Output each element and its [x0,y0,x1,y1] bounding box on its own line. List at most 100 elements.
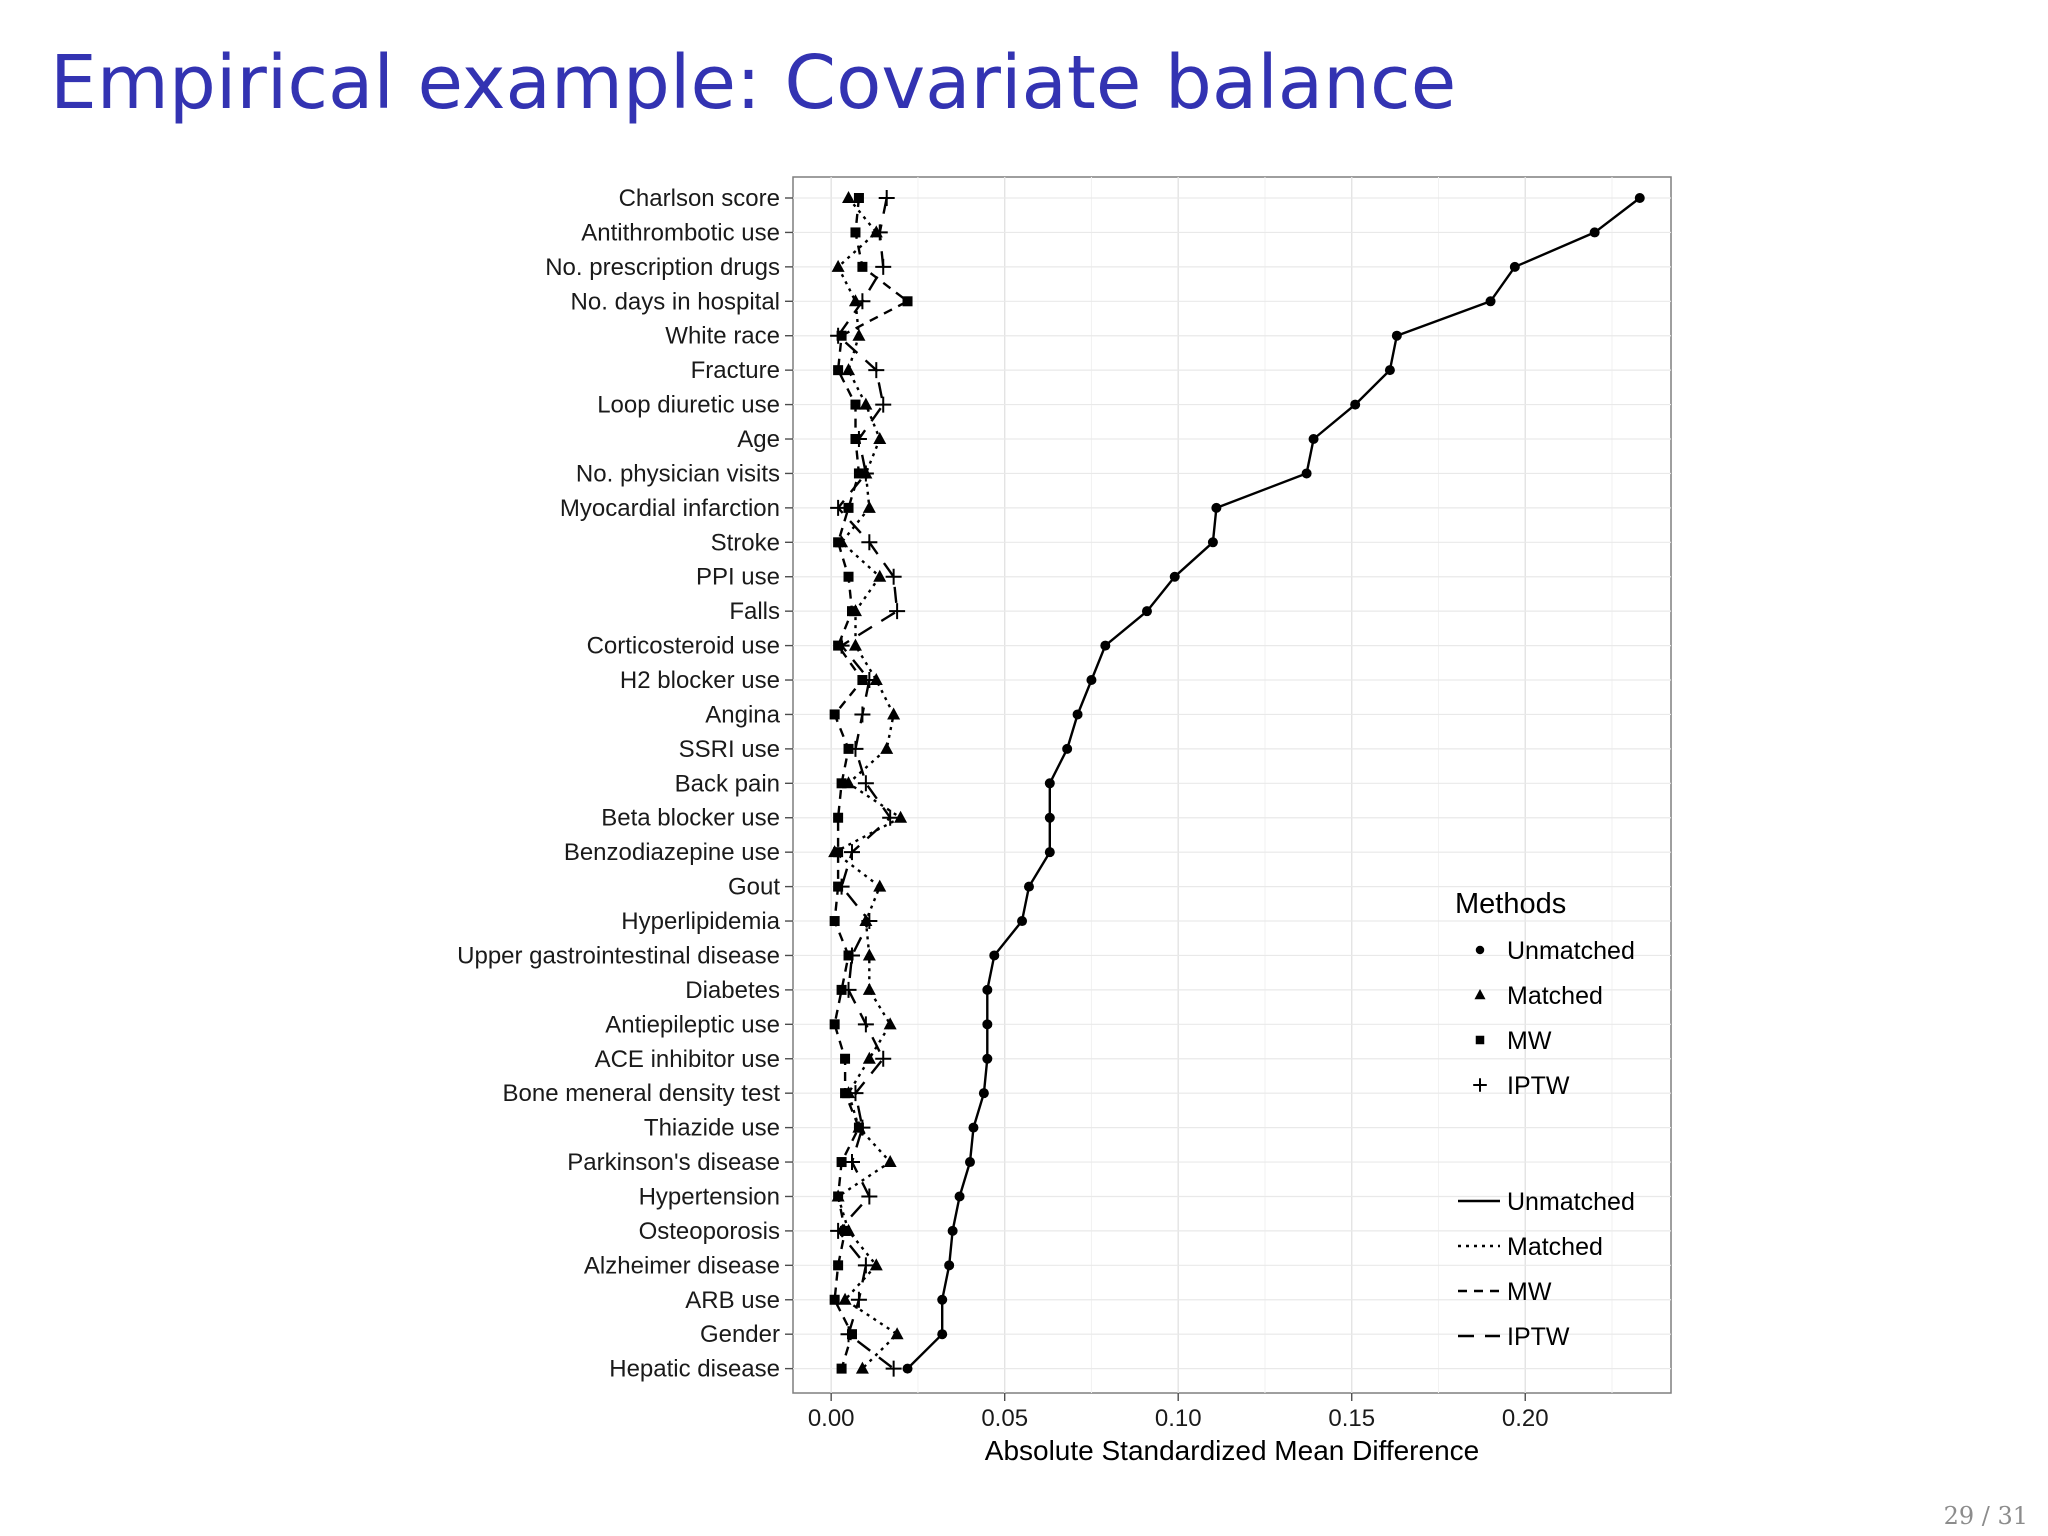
point-matched [883,1017,897,1030]
y-tick-label: Diabetes [685,977,780,1004]
point-unmatched [1023,881,1034,892]
point-iptw [875,258,892,275]
point-iptw [861,913,878,930]
point-mw [850,399,861,410]
point-matched [869,1258,883,1271]
y-tick-label: Corticosteroid use [587,633,780,660]
point-mw [840,1088,851,1099]
y-tick-label: SSRI use [679,736,780,763]
y-tick-label: Fracture [691,357,780,384]
point-matched [873,432,887,445]
point-unmatched [982,1053,993,1064]
point-matched [842,363,856,376]
point-unmatched [1301,468,1312,479]
point-mw [829,1019,840,1030]
x-tick-label: 0.05 [981,1405,1028,1432]
slide-title: Empirical example: Covariate balance [50,40,1457,126]
point-iptw [843,1154,860,1171]
point-iptw [847,1085,864,1102]
point-mw [846,606,857,617]
point-iptw [840,981,857,998]
point-unmatched [982,1019,993,1030]
y-tick-label: Hypertension [639,1183,780,1210]
y-tick-label: White race [665,323,780,350]
point-iptw [861,1188,878,1205]
legend-label: MW [1507,1027,1552,1055]
point-iptw [889,603,906,620]
point-matched [831,259,845,272]
y-tick-label: Gender [700,1321,780,1348]
point-iptw [857,1016,874,1033]
point-matched [887,707,901,720]
y-tick-label: Parkinson's disease [567,1149,780,1176]
point-mw [829,709,840,720]
point-unmatched [937,1329,948,1340]
point-unmatched [982,984,993,995]
point-iptw [857,775,874,792]
y-tick-label: Antithrombotic use [581,219,780,246]
point-mw [833,1191,844,1202]
point-unmatched [1509,261,1520,272]
point-matched [852,328,866,341]
point-iptw [857,465,874,482]
page-number: 29 / 31 [1943,1502,2028,1530]
point-unmatched [1634,193,1645,203]
point-matched [848,638,862,651]
point-mw [829,1294,840,1305]
point-unmatched [947,1225,958,1236]
point-mw [833,812,844,823]
y-axis: Charlson score Antithrombotic use No. pres… [457,185,793,1383]
point-iptw [830,499,847,516]
point-matched [842,191,856,203]
point-unmatched [1062,743,1073,754]
point-iptw [854,1119,871,1136]
point-iptw [854,706,871,723]
y-tick-label: Beta blocker use [601,805,780,832]
x-tick-label: 0.15 [1328,1405,1375,1432]
x-tick-label: 0.10 [1155,1405,1202,1432]
legend-key-mw-marker [1475,1035,1485,1045]
legend-label: MW [1507,1278,1552,1306]
legend-label: IPTW [1507,1323,1570,1351]
series-line-iptw [836,197,899,1370]
point-iptw [833,637,850,654]
point-mw [853,193,864,203]
point-iptw [875,396,892,413]
point-iptw [830,327,847,344]
point-unmatched [1384,365,1395,376]
point-iptw [843,844,860,861]
y-tick-label: PPI use [696,564,780,591]
point-iptw [885,1360,902,1377]
legend-label: Matched [1507,982,1603,1010]
legend-label: Unmatched [1507,1188,1635,1216]
y-tick-label: Hyperlipidemia [621,908,780,935]
legend-key-unmatched-marker [1475,945,1485,955]
y-tick-label: Alzheimer disease [584,1252,780,1279]
point-matched [890,1327,904,1340]
point-iptw [861,534,878,551]
point-iptw [868,362,885,379]
point-iptw [854,293,871,310]
y-tick-label: Falls [729,598,780,625]
point-unmatched [968,1122,979,1133]
y-tick-label: Osteoporosis [639,1218,780,1245]
y-tick-label: ARB use [685,1287,780,1314]
legend-label: Matched [1507,1233,1603,1261]
y-tick-label: No. physician visits [576,460,780,487]
point-iptw [843,947,860,964]
point-mw [850,227,861,238]
point-unmatched [1391,330,1402,341]
y-tick-label: No. prescription drugs [545,254,780,281]
point-mw [843,502,854,513]
point-mw [833,537,844,548]
point-unmatched [944,1260,955,1271]
y-tick-label: ACE inhibitor use [595,1046,780,1073]
y-tick-label: Age [737,426,780,453]
legend-key-iptw-marker [1473,1078,1487,1092]
point-mw [833,365,844,376]
point-matched [883,1155,897,1168]
point-unmatched [1207,537,1218,548]
point-matched [880,741,894,754]
point-iptw [857,1257,874,1274]
